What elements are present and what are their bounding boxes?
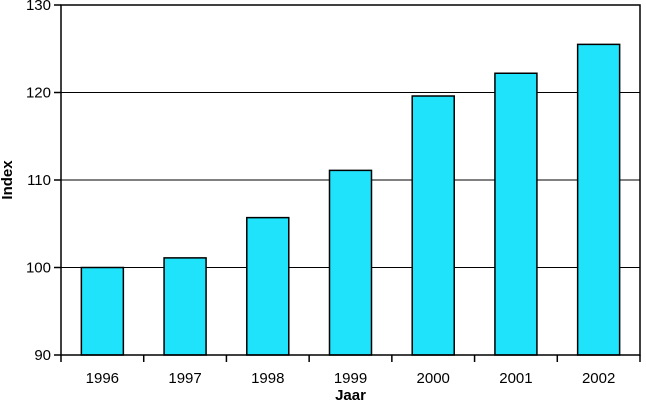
bar-1998	[246, 216, 290, 356]
x-tick-label: 2000	[417, 370, 450, 387]
bar-1996	[80, 266, 125, 356]
y-tick-label: 120	[26, 85, 51, 102]
bars	[80, 43, 621, 356]
tick-labels: 90 100 110 120 130 1996 1997 1998 1999 2000 2001 20…	[26, 0, 615, 387]
x-tick-label: 1997	[168, 370, 201, 387]
bar-2002	[576, 43, 621, 356]
x-tick-label: 2002	[582, 370, 615, 387]
x-tick-label: 1999	[334, 370, 367, 387]
x-tick-label: 2001	[499, 370, 532, 387]
x-axis-title: Jaar	[335, 387, 366, 404]
y-tick-label: 110	[27, 172, 51, 189]
bar-1997	[163, 257, 207, 356]
axis-ticks	[54, 4, 641, 362]
bar-2000	[411, 95, 455, 356]
bar-2001	[494, 72, 538, 356]
x-tick-label: 1998	[251, 370, 284, 387]
y-tick-label: 100	[26, 260, 51, 277]
x-tick-label: 1996	[86, 370, 119, 387]
y-tick-label: 90	[34, 347, 51, 364]
y-tick-label: 130	[26, 0, 51, 14]
bar-1999	[328, 169, 373, 356]
y-axis-title: Index	[0, 160, 16, 200]
